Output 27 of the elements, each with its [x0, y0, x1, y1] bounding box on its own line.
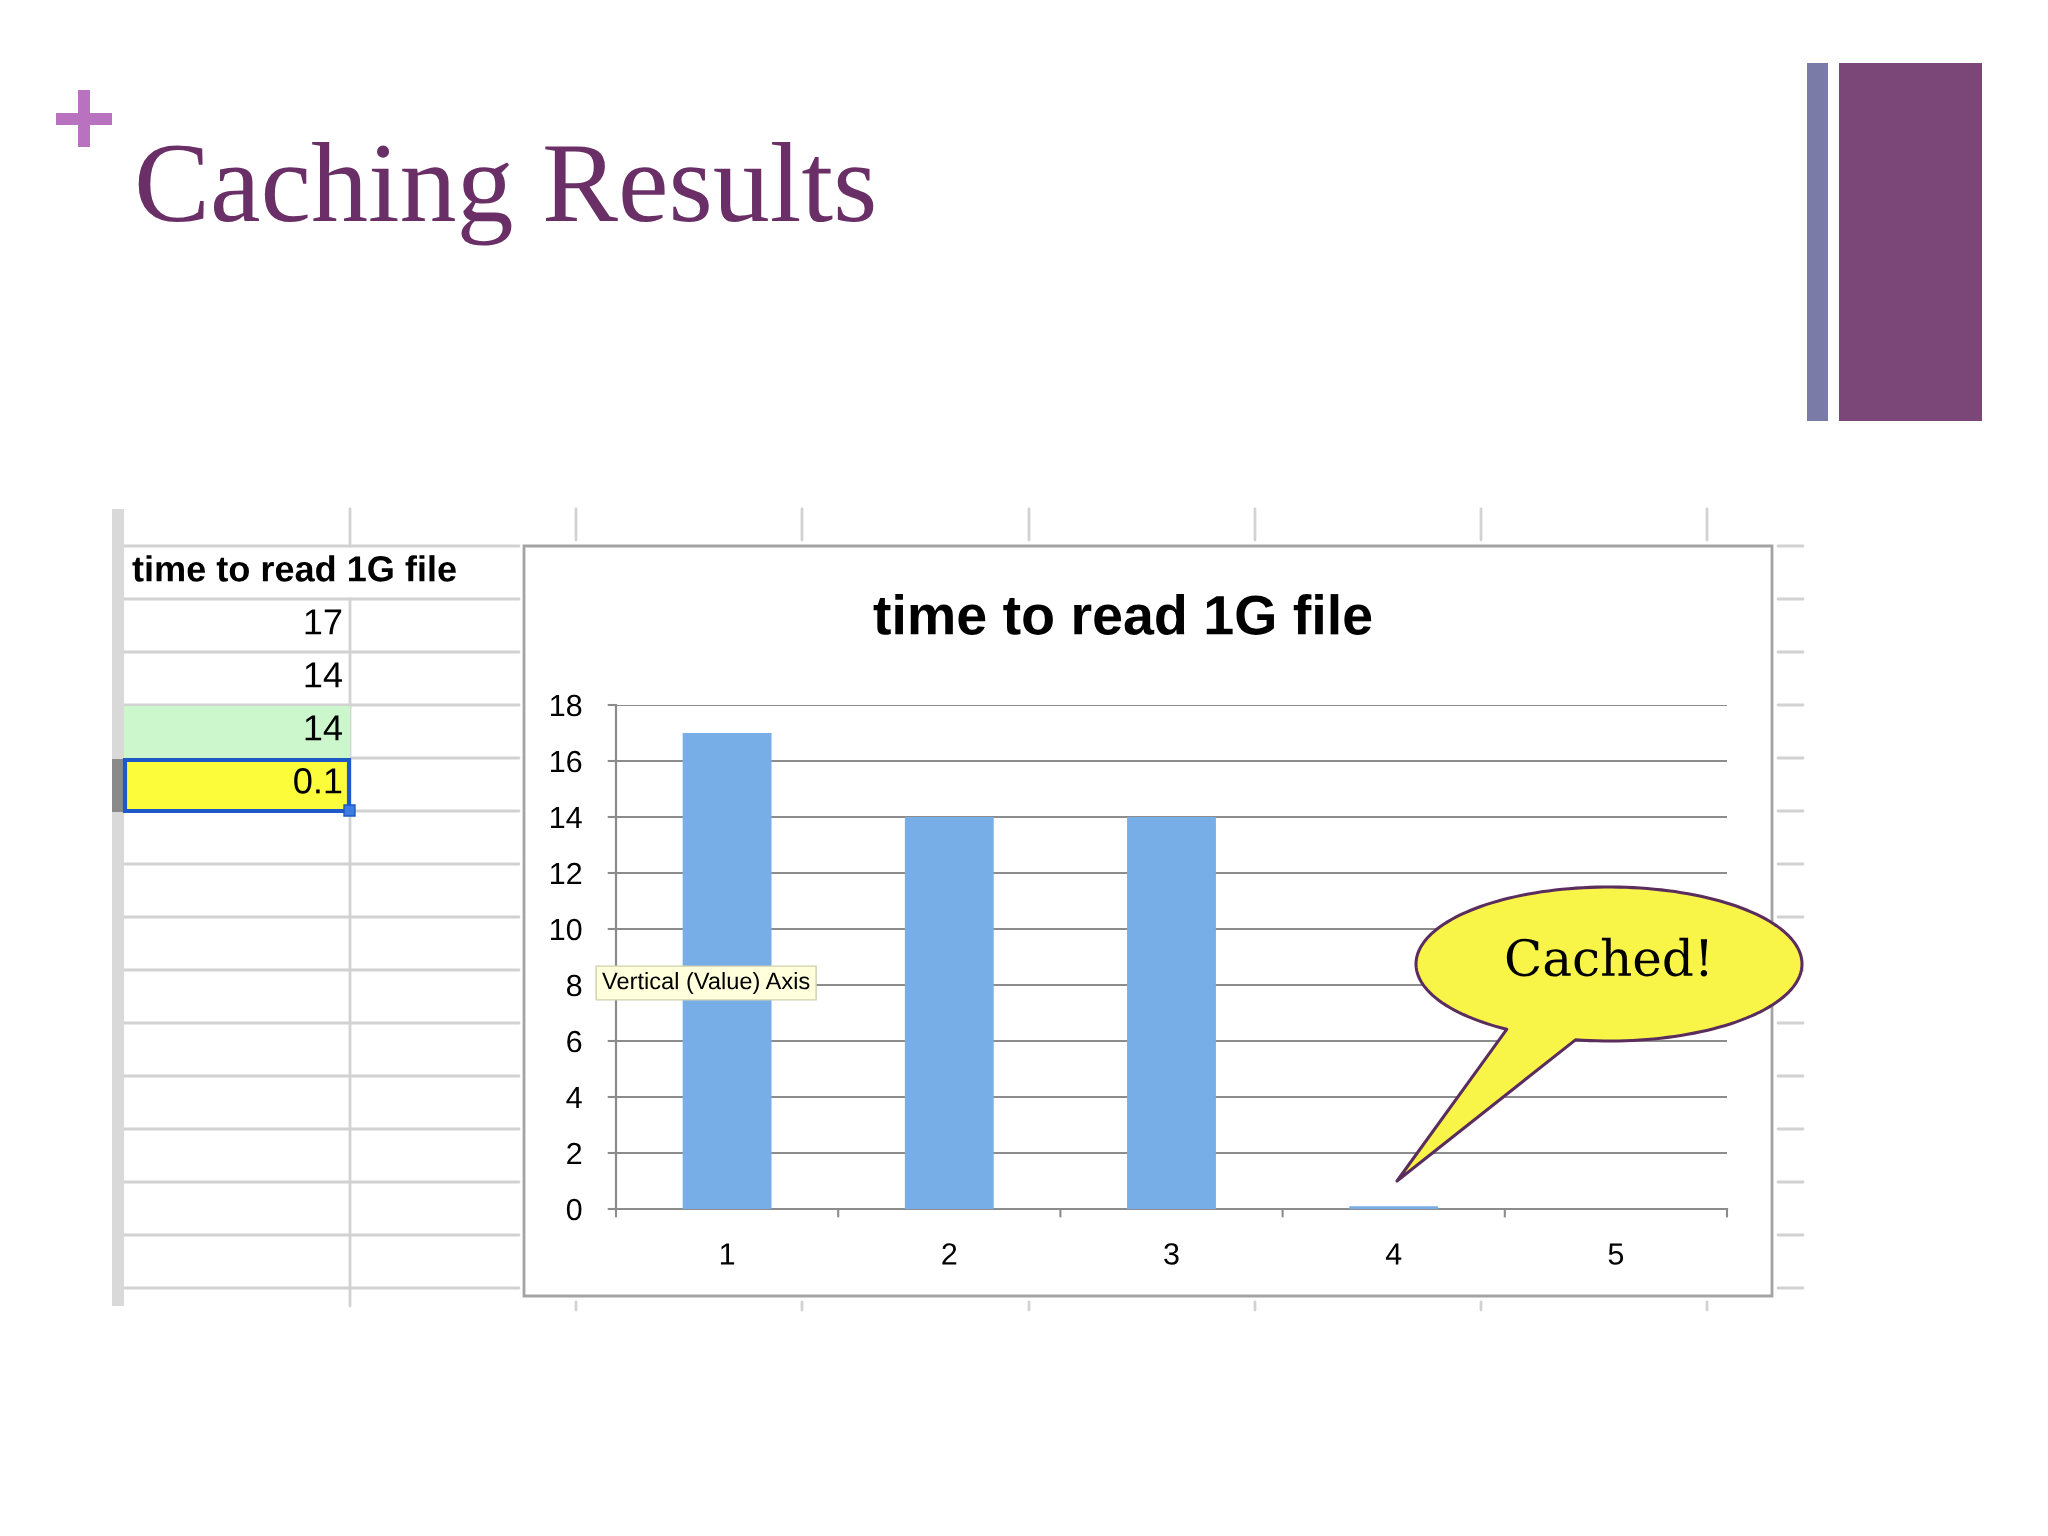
y-tick-label: 18 [551, 694, 582, 717]
y-tick-label: 8 [567, 974, 582, 997]
text: 0.1 [294, 768, 342, 794]
text: 14 [305, 715, 342, 741]
bar [904, 817, 994, 1209]
text: 14 [305, 662, 342, 688]
chart-title: Caching Results [138, 141, 874, 246]
y-tick-label: 14 [551, 807, 582, 829]
annotation: Cached! [1506, 937, 1708, 977]
y-tick-label: 16 [551, 750, 582, 773]
x-tick-label: 2 [942, 1243, 957, 1265]
text: time to read 1G file [132, 555, 456, 582]
x-tick-label: 4 [1385, 1243, 1402, 1265]
x-tick-label: 5 [1608, 1243, 1624, 1265]
y-tick-label: 10 [551, 918, 582, 941]
y-tick-label: 12 [551, 862, 582, 885]
chart-subtitle: time to read 1G file [873, 594, 1372, 635]
y-tick-label: 6 [567, 1030, 582, 1053]
bar [1349, 1206, 1439, 1209]
y-tick-label: 2 [567, 1142, 582, 1165]
y-tick-label: 4 [566, 1087, 582, 1109]
x-tick-label: 3 [1164, 1243, 1179, 1265]
bar [1127, 817, 1216, 1209]
y-tick-label: 0 [566, 1198, 582, 1221]
x-tick-label: 1 [720, 1243, 735, 1265]
annotation: Vertical (Value) Axis [602, 971, 810, 994]
text: 17 [305, 609, 342, 635]
